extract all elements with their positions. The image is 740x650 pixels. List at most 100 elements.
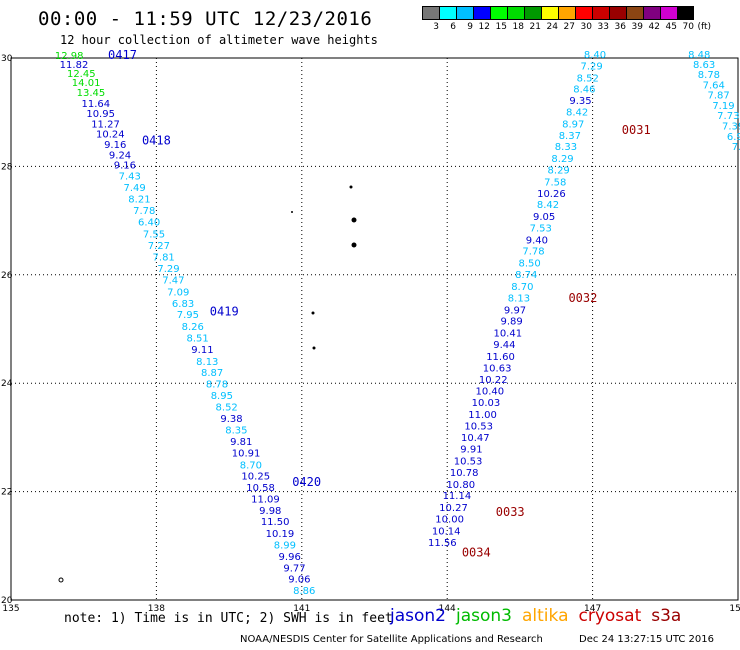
wave-height-value: 10.80 xyxy=(446,480,475,491)
island-marker xyxy=(291,211,293,213)
legend-label: 3 xyxy=(433,22,439,32)
wave-height-value: 10.03 xyxy=(472,398,501,409)
wave-height-value: 8.52 xyxy=(216,402,238,413)
timestamp: Dec 24 13:27:15 UTC 2016 xyxy=(579,634,714,645)
wave-height-value: 8.99 xyxy=(274,541,296,552)
wave-height-value: 7.95 xyxy=(177,310,199,321)
legend-label: 12 xyxy=(478,22,490,32)
wave-height-value: 7.39 xyxy=(722,122,740,133)
color-scale-legend xyxy=(422,6,694,20)
legend-swatch xyxy=(626,6,643,20)
wave-height-value: 9.96 xyxy=(279,552,301,563)
legend-label: 30 xyxy=(580,22,592,32)
wave-height-value: 6.40 xyxy=(138,217,160,228)
wave-height-value: 10.58 xyxy=(246,483,275,494)
wave-height-value: 8.78 xyxy=(206,380,228,391)
legend-swatch xyxy=(456,6,473,20)
legend-swatch xyxy=(609,6,626,20)
legend-swatch xyxy=(643,6,660,20)
wave-height-value: 8.29 xyxy=(548,165,570,176)
wave-height-value: 7.53 xyxy=(530,223,552,234)
lat-tick-label: 30 xyxy=(1,54,13,64)
lon-tick-label: 150 xyxy=(729,604,740,614)
island-marker xyxy=(351,242,357,248)
wave-height-value: 11.27 xyxy=(91,119,120,130)
wave-height-value: 8.42 xyxy=(566,107,588,118)
wave-height-value: 10.19 xyxy=(266,529,295,540)
satellite-s3a: s3a xyxy=(651,606,682,626)
legend-swatch xyxy=(541,6,558,20)
wave-height-value: 9.89 xyxy=(501,317,523,328)
wave-height-value: 7.49 xyxy=(123,183,145,194)
island-marker xyxy=(311,311,315,315)
wave-height-value: 13.45 xyxy=(77,88,106,99)
wave-height-value: 10.91 xyxy=(232,448,261,459)
wave-height-value: 10.41 xyxy=(493,329,522,340)
wave-height-value: 9.97 xyxy=(504,305,526,316)
wave-height-value: 8.50 xyxy=(518,259,540,270)
wave-height-value: 10.53 xyxy=(454,457,483,468)
wave-height-value: 8.51 xyxy=(186,333,208,344)
wave-height-value: 10.25 xyxy=(241,472,270,483)
satellite-jason3: jason3 xyxy=(456,606,512,626)
wave-height-value: 7.55 xyxy=(143,229,165,240)
legend-label: 36 xyxy=(614,22,626,32)
wave-height-value: 8.21 xyxy=(128,195,150,206)
wave-height-value: 8.52 xyxy=(577,73,599,84)
wave-height-value: 8.97 xyxy=(562,119,584,130)
legend-label: 70 xyxy=(682,22,694,32)
wave-height-value: 8.70 xyxy=(240,460,262,471)
wave-height-value: 10.63 xyxy=(483,363,512,374)
pass-label: 0419 xyxy=(210,304,239,318)
wave-height-value: 7.64 xyxy=(703,80,725,91)
satellite-jason2: jason2 xyxy=(390,606,446,626)
legend-swatch xyxy=(677,6,694,20)
wave-height-value: 8.78 xyxy=(698,70,720,81)
wave-height-value: 7.81 xyxy=(153,253,175,264)
lat-tick-label: 26 xyxy=(1,271,13,281)
satellite-altika: altika xyxy=(522,606,569,626)
wave-height-value: 12.98 xyxy=(55,51,84,62)
wave-height-value: 8.40 xyxy=(584,50,606,61)
wave-height-value: 9.98 xyxy=(259,506,281,517)
wave-height-value: 8.37 xyxy=(559,131,581,142)
wave-height-value: 11.50 xyxy=(261,517,290,528)
legend-swatch xyxy=(592,6,609,20)
pass-label: 0417 xyxy=(108,48,137,62)
legend-label: 42 xyxy=(648,22,660,32)
wave-height-value: 11.64 xyxy=(81,99,110,110)
wave-height-value: 9.05 xyxy=(533,212,555,223)
wave-height-value: 8.35 xyxy=(225,426,247,437)
wave-height-value: 8.33 xyxy=(555,142,577,153)
legend-swatch xyxy=(473,6,490,20)
wave-height-value: 7.87 xyxy=(707,91,729,102)
wave-height-value: 7.43 xyxy=(119,171,141,182)
wave-height-value: 7.29 xyxy=(580,61,602,72)
legend-swatch xyxy=(507,6,524,20)
wave-height-value: 9.06 xyxy=(288,575,310,586)
legend-swatch xyxy=(490,6,507,20)
lat-tick-label: 22 xyxy=(1,488,12,498)
wave-height-value: 11.82 xyxy=(60,60,89,71)
wave-height-value: 10.24 xyxy=(96,130,125,141)
wave-height-value: 7.47 xyxy=(162,275,184,286)
wave-height-value: 10.14 xyxy=(432,526,461,537)
wave-height-value: 8.26 xyxy=(182,322,204,333)
wave-height-value: 9.24 xyxy=(109,150,131,161)
wave-height-value: 11.09 xyxy=(251,494,280,505)
wave-height-value: 8.46 xyxy=(573,85,595,96)
legend-label: 33 xyxy=(597,22,609,32)
map-frame xyxy=(10,57,739,601)
wave-height-value: 9.16 xyxy=(104,140,126,151)
wave-height-value: 9.38 xyxy=(220,414,242,425)
pass-label: 0420 xyxy=(292,475,321,489)
lon-tick-label: 147 xyxy=(584,604,601,614)
latitude-ticks: 30 28 26 24 22 20 xyxy=(1,54,13,606)
wave-height-value: 11.00 xyxy=(468,410,497,421)
wave-height-value: 8.48 xyxy=(688,50,710,61)
pass-label: 0034 xyxy=(462,546,491,560)
legend-label: 18 xyxy=(512,22,524,32)
legend-swatch xyxy=(422,6,439,20)
island-marker xyxy=(312,346,316,350)
